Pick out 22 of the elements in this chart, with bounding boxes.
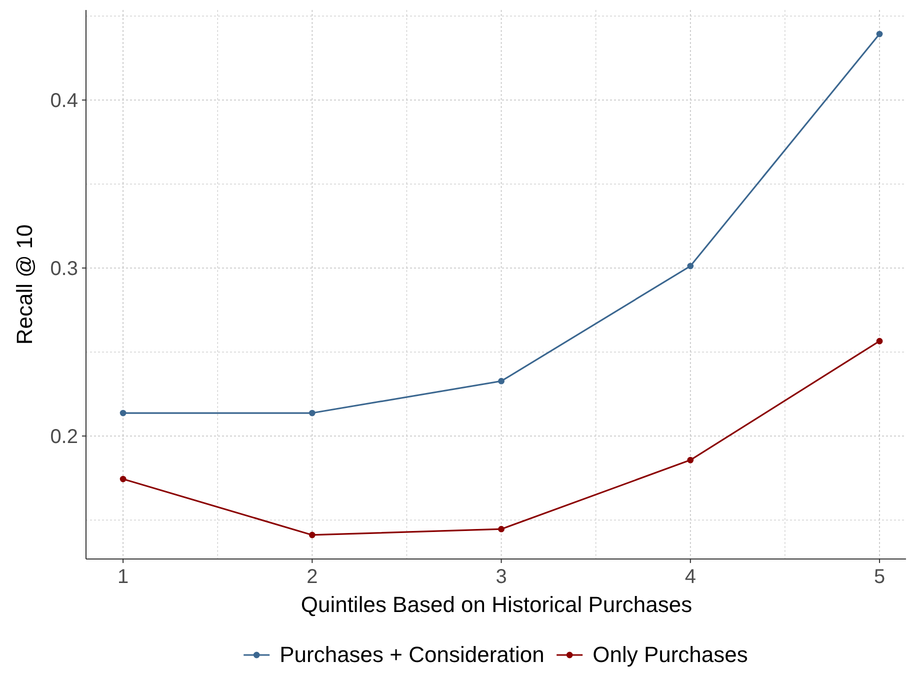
- point: [308, 532, 316, 538]
- legend-label: Only Purchases: [592, 642, 748, 667]
- x-tick-label: 5: [874, 566, 886, 588]
- y-axis-title: Recall @ 10: [12, 224, 37, 345]
- point: [876, 30, 883, 38]
- point: [120, 410, 126, 416]
- x-tick-label: 3: [496, 566, 507, 588]
- point: [687, 262, 694, 270]
- x-tick-label: 4: [684, 566, 696, 588]
- y-tick-label: 0.2: [50, 426, 78, 448]
- y-tick-label: 0.3: [50, 258, 78, 280]
- point: [120, 476, 126, 482]
- y-tick-label: 0.4: [50, 90, 78, 112]
- point: [308, 410, 316, 416]
- x-tick-label: 1: [118, 566, 129, 588]
- legend-label: Purchases + Consideration: [280, 642, 544, 667]
- x-tick-label: 2: [306, 566, 318, 588]
- point: [876, 338, 883, 344]
- point: [498, 526, 504, 532]
- x-axis-title: Quintiles Based on Historical Purchases: [300, 592, 692, 617]
- point: [687, 456, 694, 464]
- point: [498, 378, 504, 384]
